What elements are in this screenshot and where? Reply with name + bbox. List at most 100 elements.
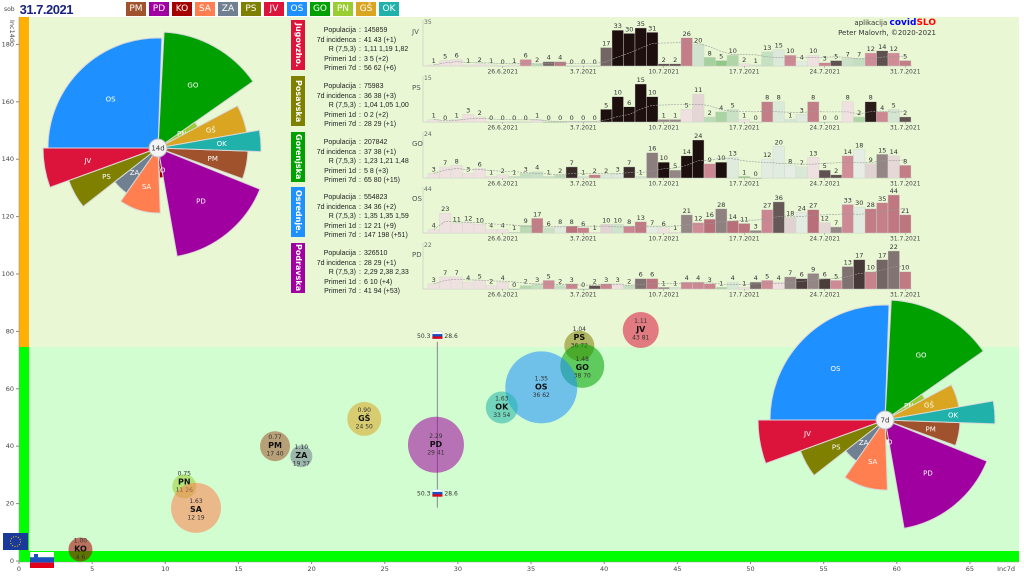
- pie-sector-label: GO: [916, 351, 927, 359]
- current-date[interactable]: 31.7.2021: [19, 1, 74, 17]
- bubble-incidence: 4 6: [76, 554, 86, 561]
- bubble-r-value: 1.11: [634, 318, 648, 325]
- left-green-strip: [19, 347, 29, 562]
- bar-value-label: 23: [441, 205, 449, 213]
- info-separator: :: [359, 278, 361, 286]
- bar-value-label: 10: [901, 264, 909, 272]
- bar-value-label: 3: [466, 165, 470, 173]
- bar: [588, 231, 601, 234]
- legend-chip-ok[interactable]: OK: [378, 2, 399, 16]
- region-label-ps[interactable]: Posavska: [291, 76, 305, 126]
- legend-chip-pn[interactable]: PN: [332, 2, 353, 16]
- legend-chip-os[interactable]: OS: [286, 2, 307, 16]
- bar-value-label: 7: [800, 159, 804, 167]
- bar: [795, 61, 808, 67]
- pie-sector-label: PM: [926, 425, 936, 433]
- bubble-circle: [347, 401, 382, 436]
- bar: [565, 166, 578, 179]
- info-value: 56 62 (+6): [364, 65, 397, 72]
- region-label-pd[interactable]: Podravska: [291, 243, 305, 293]
- bar: [887, 109, 900, 123]
- legend-chip-pd[interactable]: PD: [148, 2, 169, 16]
- bottom-green-strip: [19, 551, 1019, 562]
- region-info: Populacija:75983 7d incidenca:36 38 (+3) R…: [308, 82, 409, 130]
- bar-value-label: 1: [673, 279, 677, 287]
- bar: [703, 163, 716, 179]
- bar: [669, 169, 682, 179]
- legend-chip-sa[interactable]: SA: [194, 2, 215, 16]
- bar-value-label: 1: [662, 279, 666, 287]
- credit-prefix: aplikacija: [854, 19, 888, 27]
- bar: [427, 283, 440, 290]
- info-value: 28 29 (+1): [364, 121, 397, 128]
- region-label-os[interactable]: Osrednje.: [291, 187, 305, 237]
- region-label-jv[interactable]: Jugovzho.: [291, 20, 305, 70]
- info-label: Primeri 1d: [324, 278, 356, 286]
- bar: [830, 174, 843, 179]
- bar: [669, 231, 682, 234]
- bar-value-label: 6: [627, 99, 631, 107]
- info-separator: :: [359, 46, 361, 53]
- bar: [519, 59, 532, 67]
- pie-sector-label: PD: [923, 470, 933, 478]
- bar-value-label: 8: [869, 94, 873, 102]
- bubble-code: OK: [495, 402, 509, 411]
- bar: [588, 121, 601, 124]
- legend-chip-go[interactable]: GO: [309, 2, 330, 16]
- legend-chip-ko[interactable]: KO: [171, 2, 192, 16]
- info-row: 7d incidenca:34 36 (+2): [308, 203, 409, 213]
- bar: [726, 54, 739, 67]
- average-line: [433, 265, 906, 286]
- legend-chip-jv[interactable]: JV: [263, 2, 284, 16]
- bar-value-label: 20: [694, 36, 702, 44]
- legend-chip-gš[interactable]: GŠ: [355, 2, 376, 16]
- bar-value-label: 4: [547, 54, 551, 62]
- bar-value-label: 12: [821, 215, 829, 223]
- legend-chip-ps[interactable]: PS: [240, 2, 261, 16]
- bar-value-label: 17: [855, 252, 863, 260]
- bar-value-label: 13: [809, 149, 817, 157]
- bar-value-label: 5: [765, 272, 769, 280]
- bar-value-label: 4: [432, 222, 436, 230]
- bar: [899, 214, 912, 234]
- bubble-code: ZA: [295, 451, 308, 460]
- bar-value-label: 3: [570, 276, 574, 284]
- bar: [899, 271, 912, 290]
- info-label: Populacija: [323, 83, 356, 90]
- region-label-go[interactable]: Gorenjska: [291, 132, 305, 182]
- bar: [841, 155, 854, 179]
- bar-value-label: 4: [558, 54, 562, 62]
- legend-chip-za[interactable]: ZA: [217, 2, 238, 16]
- date-label: 17.7.2021: [729, 181, 760, 188]
- bar: [565, 225, 578, 234]
- polar-pie-7d: PM PD KO SA ZA PS JV OS GO PN GŠ OK 7d: [757, 299, 996, 529]
- bar: [669, 287, 682, 290]
- bubble-code: PS: [574, 333, 586, 342]
- legend-chip-pm[interactable]: PM: [125, 2, 146, 16]
- bar-value-label: 2: [478, 56, 482, 64]
- chart-region-code: PS: [412, 84, 421, 92]
- bar: [611, 29, 624, 67]
- bar: [726, 281, 739, 290]
- pie-sector-go: [157, 31, 254, 149]
- bar: [818, 169, 831, 179]
- bar-value-label: 1: [754, 57, 758, 65]
- date-label: 26.6.2021: [487, 236, 518, 243]
- bubble-code: JV: [635, 325, 646, 334]
- info-label: Primeri 1d: [324, 167, 356, 175]
- bubble-incidence: 43 81: [632, 334, 649, 341]
- bar-value-label: 6: [823, 271, 827, 279]
- pie-sector-label: SA: [868, 458, 878, 466]
- x-tick-label: 0: [17, 565, 21, 573]
- slovenia-inc7d: 28.6: [444, 491, 458, 498]
